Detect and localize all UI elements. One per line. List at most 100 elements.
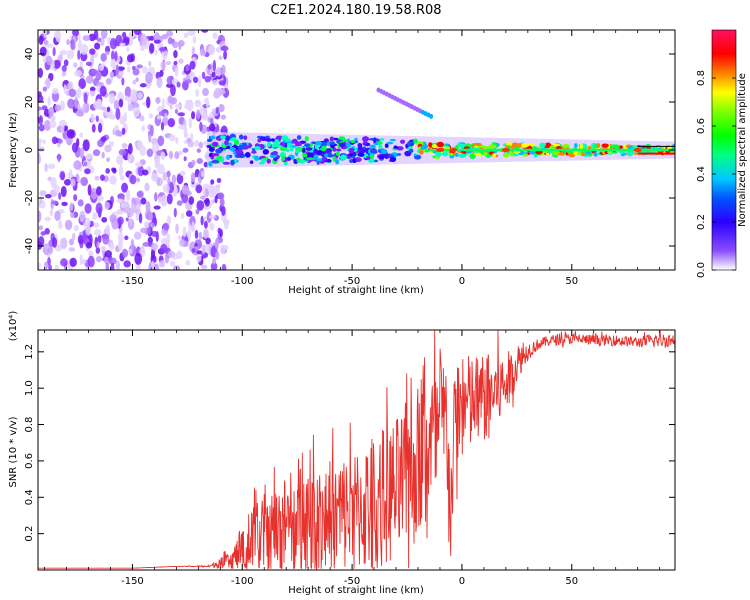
noise-blob [72,232,76,241]
noise-blob [145,201,151,213]
noise-blob [162,184,170,194]
noise-blob [149,35,155,41]
noise-blob [214,239,219,250]
noise-blob [38,106,43,111]
noise-blob [45,43,54,48]
echo-blob [483,151,488,157]
echo-blob [407,141,411,147]
echo-blob [271,143,280,148]
noise-blob [42,139,46,145]
noise-blob [45,77,51,89]
echo-blob [286,156,291,161]
echo-blob [424,149,430,153]
echo-blob [634,152,638,155]
noise-blob [63,179,72,186]
noise-blob [77,49,81,60]
noise-blob [151,242,159,251]
noise-blob [96,84,100,93]
noise-blob [45,55,53,66]
echo-blob [396,153,402,156]
noise-blob [115,129,122,137]
noise-blob [93,101,99,110]
echo-blob [601,143,609,148]
x-tick-label: 0 [459,276,465,287]
noise-blob [121,127,126,135]
noise-blob [153,39,161,44]
echo-blob [329,141,336,145]
noise-blob [211,71,216,78]
snr-x-label: Height of straight line (km) [288,585,424,596]
noise-blob [93,229,102,236]
noise-blob [209,123,216,132]
echo-blob [366,156,371,160]
snr-frame [37,329,676,571]
noise-blob [61,201,68,207]
echo-blob [304,143,311,148]
echo-blob [342,139,348,142]
x-tick-label: 0 [459,576,465,587]
echo-halo [402,135,406,165]
noise-blob [139,83,147,88]
noise-blob [133,231,142,240]
echo-halo [207,132,211,168]
noise-blob [190,111,196,120]
noise-blob [183,32,189,39]
echo-halo [275,133,279,167]
echo-blob [215,148,223,154]
snr-x-axis: -150 -100 -50 0 50 [44,330,661,587]
noise-blob [123,111,128,123]
noise-blob [166,83,173,88]
echo-blob [209,135,216,140]
noise-blob [95,255,102,263]
echo-blob [257,138,262,143]
echo-blob [271,138,275,142]
echo-halo [249,132,253,168]
echo-peak-blob [633,148,642,152]
echo-blob [379,138,385,141]
echo-blob [265,138,273,142]
noise-blob [195,88,199,98]
noise-blob [194,100,202,108]
noise-blob [38,67,43,78]
noise-blob [60,185,67,198]
noise-blob [171,174,177,184]
echo-blob [281,155,285,162]
noise-blob [182,226,187,238]
noise-blob [84,168,91,175]
noise-blob [124,95,129,102]
noise-blob [195,184,203,194]
spectrogram-panel: -150 -100 -50 0 50 -40 -20 0 20 40 Height of str… [8,29,676,296]
noise-blob [73,62,78,68]
noise-blob [183,119,187,127]
noise-blob [121,77,125,86]
noise-blob [173,50,178,59]
noise-blob [218,80,226,86]
echo-blob [237,144,246,151]
noise-blob [38,225,44,231]
echo-blob [208,161,213,167]
noise-blob [100,245,107,251]
noise-blob [202,186,206,199]
echo-blob [206,138,213,142]
echo-blob [298,159,306,164]
noise-blob [170,97,178,105]
noise-blob [104,201,110,210]
noise-blob [92,149,101,157]
noise-blob [141,125,146,132]
noise-blob [79,254,83,266]
noise-blob [44,163,48,173]
noise-blob [105,224,111,237]
noise-blob [195,208,200,215]
noise-blob [156,115,161,120]
noise-blob [131,197,137,204]
noise-blob [38,146,45,152]
echo-blob [335,151,340,156]
echo-blob [558,152,565,156]
echo-blob [253,155,260,161]
colorbar-tick-label: 0.2 [696,214,707,230]
echo-blob [295,141,303,147]
echo-halo [344,134,348,166]
noise-blob [49,209,54,216]
y-tick-label: -20 [24,190,35,206]
noise-blob [176,81,181,88]
